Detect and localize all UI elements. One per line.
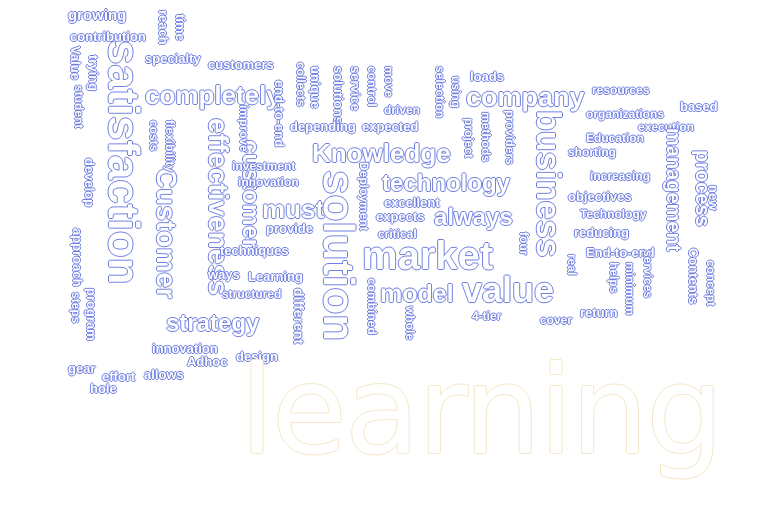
word-different: different xyxy=(291,288,307,344)
word-deployment: Deployment xyxy=(357,162,371,231)
word-innovation-mid: innovation xyxy=(238,175,299,189)
word-adhoc: Adhoc xyxy=(187,354,228,369)
word-return: return xyxy=(580,305,618,320)
word-selection: selection xyxy=(433,66,447,119)
word-shorting: shorting xyxy=(568,145,616,159)
word-time: time xyxy=(173,14,188,41)
word-value-small: Value xyxy=(68,46,83,80)
word-customer-cap: Customer xyxy=(151,168,182,299)
word-whole: whole xyxy=(403,306,417,341)
word-reach: reach xyxy=(156,10,171,45)
word-model: model xyxy=(380,280,454,308)
word-excellent: excellent xyxy=(384,195,440,210)
word-investment: investment xyxy=(232,159,296,173)
word-collects: collects xyxy=(294,62,308,107)
word-end-to-end: End-to-end xyxy=(586,245,655,260)
word-control: control xyxy=(365,66,379,107)
word-using: using xyxy=(449,76,463,108)
word-always: always xyxy=(434,204,513,231)
word-develop: develop xyxy=(82,158,97,208)
word-technology: technology xyxy=(382,170,511,197)
word-solution: solution xyxy=(314,170,363,342)
word-new: new xyxy=(706,185,721,211)
word-growing: growing xyxy=(68,7,127,24)
word-techniques: techniques xyxy=(220,243,289,258)
word-resources: resources xyxy=(592,83,650,97)
word-methods: methods xyxy=(479,112,493,163)
word-gear: gear xyxy=(68,361,96,376)
word-steps: steps xyxy=(69,292,83,324)
word-hole: hole xyxy=(90,381,117,396)
word-expects: expects xyxy=(376,209,425,224)
word-innovation: innovation xyxy=(152,341,218,356)
word-satisfaction: satisfaction xyxy=(99,40,148,285)
word-4-tier: 4-tier xyxy=(472,309,502,323)
word-student: student xyxy=(72,85,86,129)
word-provide: provide xyxy=(266,221,313,236)
word-cover: cover xyxy=(540,313,573,327)
word-providers: providers xyxy=(503,110,517,165)
word-concept: concept xyxy=(704,260,718,307)
word-real: real xyxy=(565,254,579,276)
word-strategy: strategy xyxy=(166,310,260,337)
word-customers: customers xyxy=(208,57,274,72)
word-increasing: increasing xyxy=(590,169,651,183)
word-business: business xyxy=(529,110,567,258)
word-improve: improve xyxy=(237,105,251,152)
word-based: based xyxy=(680,99,718,114)
word-solutions: solutions xyxy=(331,66,346,124)
word-driven: driven xyxy=(384,103,421,117)
word-unique: unique xyxy=(308,66,323,109)
word-management: management xyxy=(662,128,684,252)
word-allows: allows xyxy=(144,367,184,382)
word-learning: learning xyxy=(240,340,724,482)
word-loads: loads xyxy=(470,69,504,84)
word-knowledge: Knowledge xyxy=(312,138,451,168)
word-minimum: minimum xyxy=(623,262,637,316)
word-flexibility: flexibility xyxy=(163,120,177,173)
word-effort: effort xyxy=(102,369,136,384)
word-company: company xyxy=(466,82,585,112)
word-services: services xyxy=(641,250,655,299)
word-critical: critical xyxy=(378,227,417,241)
word-depending: depending xyxy=(290,119,356,134)
word-helps: helps xyxy=(607,262,621,294)
word-structured: structured xyxy=(222,287,282,301)
word-value: value xyxy=(462,269,555,310)
word-reducing: reducing xyxy=(574,225,629,240)
word-service: service xyxy=(348,66,363,111)
word-completely: completely xyxy=(145,80,281,110)
word-customer: customer xyxy=(237,140,264,249)
word-objectives: objectives xyxy=(568,189,632,204)
word-contents: Contents xyxy=(686,248,701,305)
word-ways: ways xyxy=(208,267,240,282)
word-expected: expected xyxy=(362,119,419,134)
word-end-to-end-vertical: end-to-end xyxy=(272,80,287,148)
word-move: move xyxy=(382,66,396,98)
word-contribution: contribution xyxy=(70,29,146,44)
word-organizations: organizations xyxy=(586,107,665,121)
word-combined: combined xyxy=(365,278,379,335)
word-learning-small: Learning xyxy=(248,269,303,284)
word-must: must xyxy=(262,194,325,224)
word-project: project xyxy=(462,118,476,159)
word-design: design xyxy=(236,349,278,364)
word-market: market xyxy=(362,234,494,278)
word-education: Education xyxy=(586,131,645,145)
word-costs: costs xyxy=(147,120,161,152)
word-four: four xyxy=(517,232,531,256)
word-specialty: specialty xyxy=(145,51,201,66)
word-execution: execution xyxy=(638,120,695,134)
word-program: program xyxy=(84,288,99,341)
word-approach: approach xyxy=(70,228,85,287)
word-technology-small: Technology xyxy=(580,207,647,221)
